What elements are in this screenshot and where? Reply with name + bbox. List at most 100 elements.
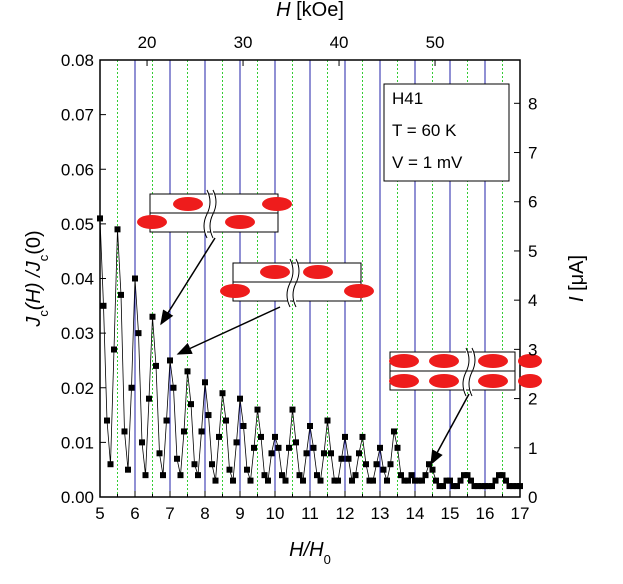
y2-tick-label: 0	[528, 488, 537, 507]
x-axis-label-part: H/H	[289, 539, 324, 561]
y-tick-label: 0.02	[61, 379, 94, 398]
point	[128, 384, 135, 391]
point	[268, 450, 275, 457]
point	[310, 444, 317, 451]
point	[142, 472, 149, 479]
y2-axis-label-part: I	[566, 296, 588, 302]
point	[447, 477, 453, 484]
point	[160, 472, 166, 479]
annotation: T = 60 K	[392, 121, 457, 140]
x2-axis-label: H [kOe]	[276, 0, 344, 21]
point	[307, 422, 313, 429]
point	[475, 483, 481, 490]
point	[468, 477, 474, 484]
point	[205, 412, 212, 419]
point	[286, 444, 292, 451]
point	[251, 444, 257, 451]
point	[174, 455, 180, 462]
annotation: V = 1 mV	[392, 153, 463, 172]
y-axis-label-part: J	[23, 316, 45, 328]
point	[398, 472, 404, 479]
point	[244, 466, 250, 473]
point	[461, 472, 467, 479]
point	[223, 417, 229, 424]
point	[387, 461, 394, 468]
point	[219, 390, 226, 397]
point	[202, 379, 208, 386]
point	[156, 450, 163, 457]
point	[412, 477, 418, 484]
point	[195, 472, 201, 479]
point	[163, 417, 170, 424]
point	[440, 483, 446, 490]
y-tick-label: 0.06	[61, 160, 94, 179]
point	[254, 406, 261, 413]
x-tick-label: 6	[130, 504, 139, 523]
inset-1	[137, 189, 292, 326]
x2-tick-label: 50	[426, 33, 445, 52]
inset-3	[389, 347, 542, 466]
point	[209, 461, 215, 468]
point	[454, 483, 460, 490]
point	[489, 483, 495, 490]
point	[191, 461, 198, 468]
point	[363, 461, 369, 468]
point	[132, 275, 138, 282]
point	[258, 433, 264, 440]
point	[135, 330, 142, 337]
point	[114, 226, 121, 233]
point	[293, 439, 299, 446]
y-axis-label-part: c	[36, 310, 51, 317]
point	[177, 472, 184, 479]
point	[499, 472, 506, 479]
point	[167, 357, 173, 364]
y-tick-label: 0.08	[61, 51, 94, 70]
point	[426, 461, 432, 468]
x-tick-label: 8	[200, 504, 209, 523]
y2-axis-label: I [μA]	[566, 255, 588, 302]
point	[366, 477, 373, 484]
point	[373, 461, 380, 468]
point	[212, 477, 219, 484]
x-tick-label: 15	[441, 504, 460, 523]
point	[359, 433, 366, 440]
point	[188, 401, 194, 408]
x-tick-label: 9	[235, 504, 244, 523]
point	[324, 417, 331, 424]
point	[415, 477, 422, 484]
point	[146, 395, 152, 402]
y2-tick-label: 4	[528, 291, 537, 310]
point	[401, 477, 408, 484]
point	[121, 428, 128, 435]
point	[513, 483, 520, 490]
y-axis-label-part: (H) /J	[23, 260, 45, 310]
point	[149, 313, 156, 320]
point	[282, 477, 289, 484]
point	[300, 477, 306, 484]
point	[429, 466, 436, 473]
point	[506, 483, 513, 490]
x-tick-label: 12	[336, 504, 355, 523]
point	[419, 477, 425, 484]
point	[275, 444, 282, 451]
point	[352, 472, 359, 479]
point	[100, 302, 107, 309]
point	[314, 472, 320, 479]
annotation-box	[383, 83, 510, 182]
point	[485, 483, 492, 490]
x2-axis-label-part: H	[276, 0, 291, 21]
point	[345, 455, 352, 462]
point	[230, 477, 236, 484]
point	[226, 466, 233, 473]
annotation: H41	[392, 89, 423, 108]
x-tick-label: 10	[266, 504, 285, 523]
x-tick-label: 7	[165, 504, 174, 523]
point	[433, 477, 439, 484]
y-tick-label: 0.04	[61, 270, 94, 289]
point	[457, 477, 464, 484]
point	[510, 483, 516, 490]
point	[289, 406, 296, 413]
point	[139, 439, 145, 446]
